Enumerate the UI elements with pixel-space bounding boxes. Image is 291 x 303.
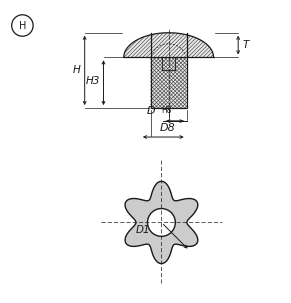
Polygon shape [124,33,214,57]
Text: T: T [242,40,249,50]
Text: H: H [72,65,80,75]
Text: H8: H8 [161,106,171,115]
Bar [151,57,187,108]
Text: D1: D1 [136,225,151,235]
Text: H3: H3 [86,76,100,86]
Bar [151,57,187,108]
Circle shape [148,208,175,236]
Text: D8: D8 [160,123,175,133]
Text: H: H [19,21,26,31]
Text: D: D [147,106,156,116]
Polygon shape [125,181,198,264]
